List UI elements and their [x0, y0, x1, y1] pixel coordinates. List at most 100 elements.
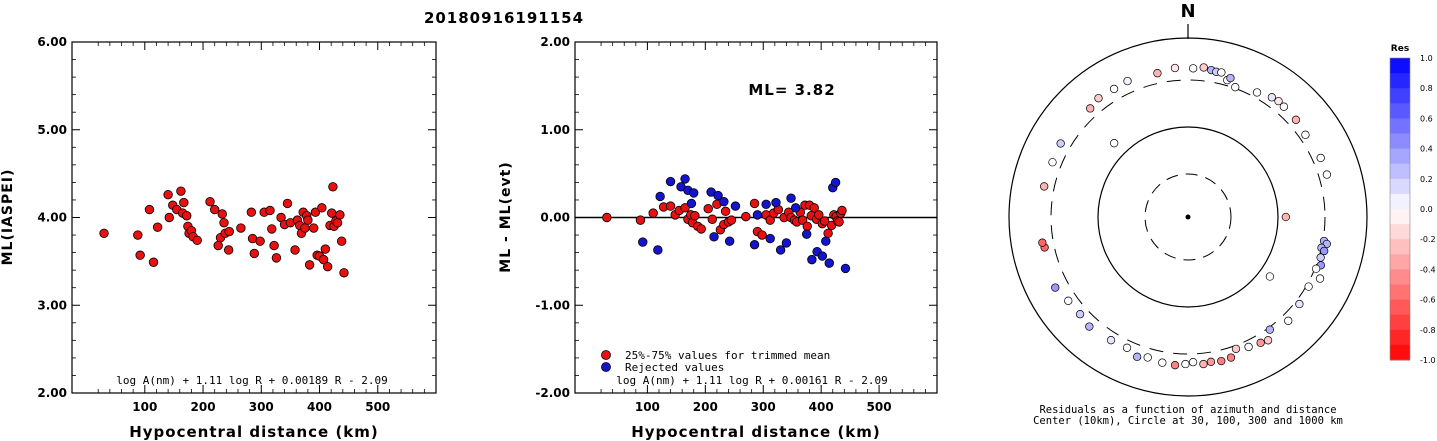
data-points — [99, 182, 349, 278]
data-point — [332, 218, 343, 228]
data-point — [713, 190, 723, 201]
station-marker — [1231, 83, 1240, 92]
data-point — [269, 240, 279, 251]
y-tick-label: 2.00 — [540, 35, 570, 49]
station-marker — [1170, 361, 1180, 370]
station-marker — [1199, 63, 1208, 72]
data-point — [749, 240, 760, 250]
data-point — [765, 233, 775, 244]
residual-azimuth-map: N Residuals as a function of azimuth and… — [1008, 1, 1368, 427]
colorbar-title: Res — [1391, 44, 1409, 54]
colorbar-tick-label: 0.4 — [1420, 145, 1433, 154]
y-tick-label: 2.00 — [37, 386, 67, 400]
station-marker — [1265, 325, 1274, 334]
station-marker — [1295, 299, 1304, 309]
legend-marker-rejected — [601, 362, 611, 372]
colorbar-swatch — [1390, 269, 1410, 285]
y-tick-labels: 2.00 3.00 4.00 5.00 6.00 — [37, 35, 67, 400]
station-marker — [1189, 64, 1198, 73]
station-marker — [1206, 357, 1216, 366]
station-marker — [1316, 153, 1325, 163]
station-marker — [1231, 344, 1241, 354]
station-marker — [1199, 359, 1208, 369]
ml-iaspei-plot: 2.00 3.00 4.00 5.00 6.00 100 200 300 400 500 log… — [0, 35, 437, 441]
y-tick-label: 6.00 — [37, 35, 67, 49]
plot-frame — [71, 41, 437, 394]
figure-title: 20180916191154 — [424, 9, 584, 27]
station-marker — [1226, 353, 1236, 362]
colorbar-swatch — [1390, 103, 1410, 119]
station-marker — [1322, 170, 1332, 179]
data-point — [192, 235, 202, 246]
data-point — [135, 250, 145, 260]
data-point — [163, 189, 173, 200]
data-point — [781, 238, 792, 248]
y-tick-label: 3.00 — [37, 298, 67, 312]
colorbar-swatch — [1390, 344, 1410, 361]
station-marker — [1170, 63, 1180, 73]
data-point — [802, 221, 812, 231]
data-point — [303, 215, 313, 225]
data-point — [709, 232, 719, 242]
data-point — [602, 212, 612, 223]
data-point — [724, 236, 735, 246]
station-marker — [1217, 68, 1226, 77]
data-point — [223, 245, 234, 255]
data-point — [236, 223, 246, 233]
y-tick-label: -2.00 — [535, 386, 570, 400]
data-point — [638, 237, 648, 247]
colorbar-swatch — [1390, 133, 1410, 150]
colorbar-tick-label: 0.8 — [1420, 84, 1433, 93]
data-point — [213, 240, 223, 251]
data-point — [665, 201, 676, 211]
data-point — [282, 198, 293, 209]
data-point — [336, 236, 347, 246]
station-marker — [1226, 73, 1235, 83]
colorbar-swatch — [1390, 73, 1410, 89]
data-point — [133, 230, 143, 240]
data-point — [703, 204, 713, 214]
data-point — [339, 268, 349, 278]
station-marker — [1143, 353, 1152, 362]
data-point — [148, 257, 159, 267]
colorbar-swatch — [1390, 254, 1410, 270]
colorbar-swatch — [1390, 314, 1410, 331]
colorbar-swatch — [1390, 58, 1410, 74]
colorbar-swatch — [1390, 178, 1410, 195]
station-marker — [1086, 104, 1095, 113]
data-point — [809, 203, 819, 213]
north-label: N — [1180, 1, 1195, 22]
station-marker — [1304, 282, 1313, 291]
data-point — [217, 209, 227, 219]
colorbar-tick-label: -0.2 — [1420, 235, 1436, 244]
station-marker — [1284, 316, 1293, 325]
colorbar-tick-label: -0.8 — [1420, 326, 1436, 335]
data-point — [771, 197, 781, 208]
station-marker — [1153, 69, 1162, 78]
data-point — [209, 204, 220, 215]
data-point — [814, 210, 824, 220]
y-tick-label: 5.00 — [37, 123, 67, 137]
data-point — [696, 224, 706, 234]
data-point — [741, 211, 751, 222]
station-marker — [1315, 274, 1325, 283]
colorbar-swatch — [1390, 163, 1410, 180]
data-point — [817, 251, 828, 261]
station-marker — [1279, 102, 1289, 111]
station-marker — [1291, 115, 1301, 124]
colorbar-swatch — [1390, 148, 1410, 165]
data-point — [821, 236, 831, 246]
data-point — [648, 208, 658, 218]
legend-label-trimmed: 25%-75% values for trimmed mean — [625, 349, 830, 362]
legend-label-rejected: Rejected values — [625, 361, 724, 374]
station-marker — [1048, 158, 1057, 167]
data-point — [837, 205, 847, 216]
ml-annotation: ML= 3.82 — [748, 81, 835, 99]
data-point — [144, 204, 155, 215]
data-point — [219, 218, 229, 228]
data-point — [726, 215, 737, 225]
x-tick-label: 200 — [693, 400, 718, 414]
data-point — [690, 211, 700, 221]
station-marker — [1064, 296, 1073, 305]
colorbar-tick-label: 0.0 — [1420, 205, 1433, 214]
